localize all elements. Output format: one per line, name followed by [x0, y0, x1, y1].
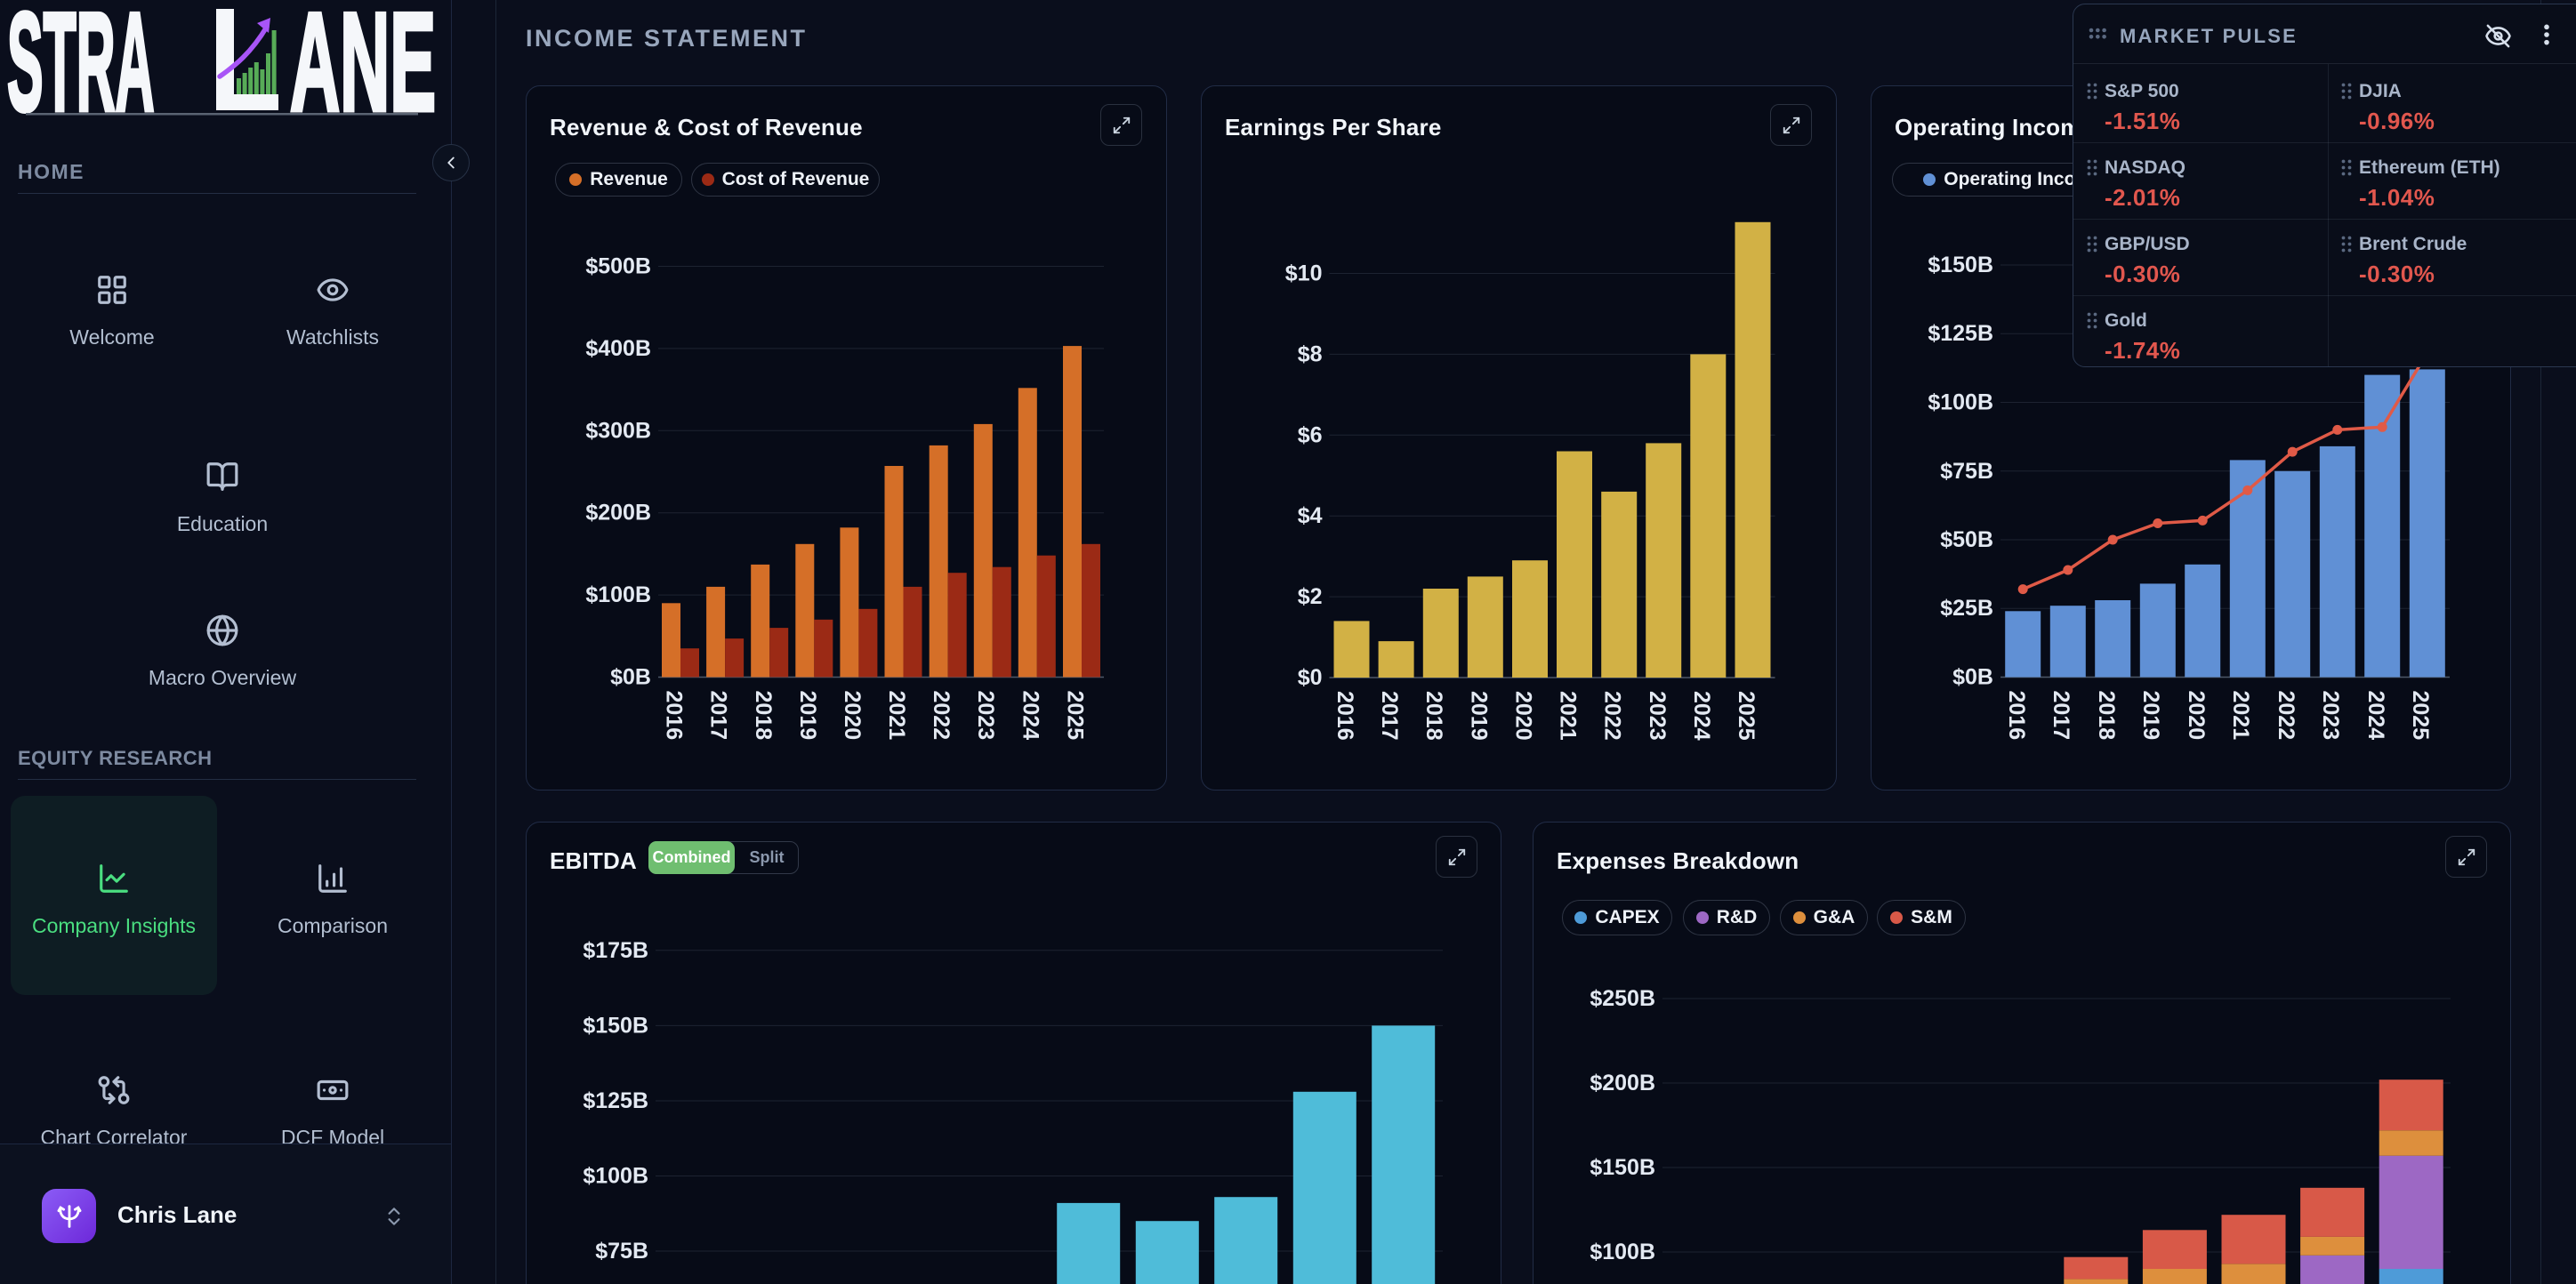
svg-text:2020: 2020	[2184, 691, 2209, 741]
svg-text:$200B: $200B	[585, 501, 651, 526]
svg-text:2018: 2018	[751, 691, 776, 741]
svg-text:$150B: $150B	[1928, 253, 1993, 277]
svg-text:2019: 2019	[1466, 691, 1491, 741]
svg-text:2017: 2017	[2049, 691, 2073, 741]
svg-text:$300B: $300B	[585, 418, 651, 443]
svg-text:2018: 2018	[1421, 691, 1446, 741]
svg-text:2024: 2024	[1018, 691, 1042, 741]
svg-text:$100B: $100B	[1928, 390, 1993, 415]
svg-text:$100B: $100B	[1590, 1240, 1655, 1264]
svg-text:STRA: STRA	[7, 0, 155, 124]
svg-text:2020: 2020	[1511, 691, 1536, 741]
svg-text:$75B: $75B	[595, 1239, 648, 1264]
svg-text:2025: 2025	[1734, 691, 1759, 741]
svg-text:2024: 2024	[1689, 691, 1714, 741]
svg-text:2018: 2018	[2094, 691, 2119, 741]
svg-text:$6: $6	[1298, 422, 1323, 447]
svg-text:2020: 2020	[840, 691, 865, 741]
svg-text:2017: 2017	[1377, 691, 1402, 741]
svg-text:$200B: $200B	[1590, 1071, 1655, 1095]
svg-text:2025: 2025	[2408, 691, 2433, 741]
svg-text:$175B: $175B	[583, 938, 648, 963]
svg-text:2022: 2022	[2274, 691, 2298, 741]
svg-text:2016: 2016	[2004, 691, 2029, 741]
svg-text:$10: $10	[1285, 261, 1323, 286]
svg-text:$25B: $25B	[1940, 596, 1993, 621]
svg-text:$125B: $125B	[583, 1088, 648, 1113]
svg-text:$0: $0	[1298, 665, 1323, 690]
svg-text:2021: 2021	[1556, 691, 1581, 741]
svg-text:2016: 2016	[662, 691, 687, 741]
svg-text:$0B: $0B	[1952, 665, 1993, 690]
svg-text:$8: $8	[1298, 341, 1323, 366]
svg-text:$125B: $125B	[1928, 321, 1993, 346]
svg-text:$2: $2	[1298, 584, 1323, 609]
svg-text:$50B: $50B	[1940, 527, 1993, 552]
svg-text:$500B: $500B	[585, 254, 651, 279]
svg-text:2021: 2021	[2228, 691, 2253, 741]
svg-text:$250B: $250B	[1590, 986, 1655, 1011]
svg-text:$100B: $100B	[583, 1164, 648, 1189]
svg-text:2023: 2023	[1645, 691, 1670, 741]
svg-text:2025: 2025	[1063, 691, 1088, 741]
svg-text:2024: 2024	[2363, 691, 2388, 741]
svg-text:2023: 2023	[973, 691, 998, 741]
svg-text:$400B: $400B	[585, 336, 651, 361]
svg-text:$100B: $100B	[585, 582, 651, 607]
svg-text:2017: 2017	[706, 691, 731, 741]
svg-text:2021: 2021	[884, 691, 909, 741]
svg-text:2022: 2022	[929, 691, 954, 741]
svg-text:ANE: ANE	[290, 0, 436, 124]
svg-text:2019: 2019	[2138, 691, 2163, 741]
svg-text:2019: 2019	[795, 691, 820, 741]
svg-text:2022: 2022	[1600, 691, 1625, 741]
svg-text:$0B: $0B	[610, 665, 651, 690]
svg-text:$75B: $75B	[1940, 459, 1993, 484]
svg-text:$150B: $150B	[583, 1013, 648, 1038]
svg-text:2016: 2016	[1332, 691, 1357, 741]
svg-text:$4: $4	[1298, 503, 1323, 528]
svg-text:2023: 2023	[2318, 691, 2343, 741]
svg-text:$150B: $150B	[1590, 1155, 1655, 1180]
